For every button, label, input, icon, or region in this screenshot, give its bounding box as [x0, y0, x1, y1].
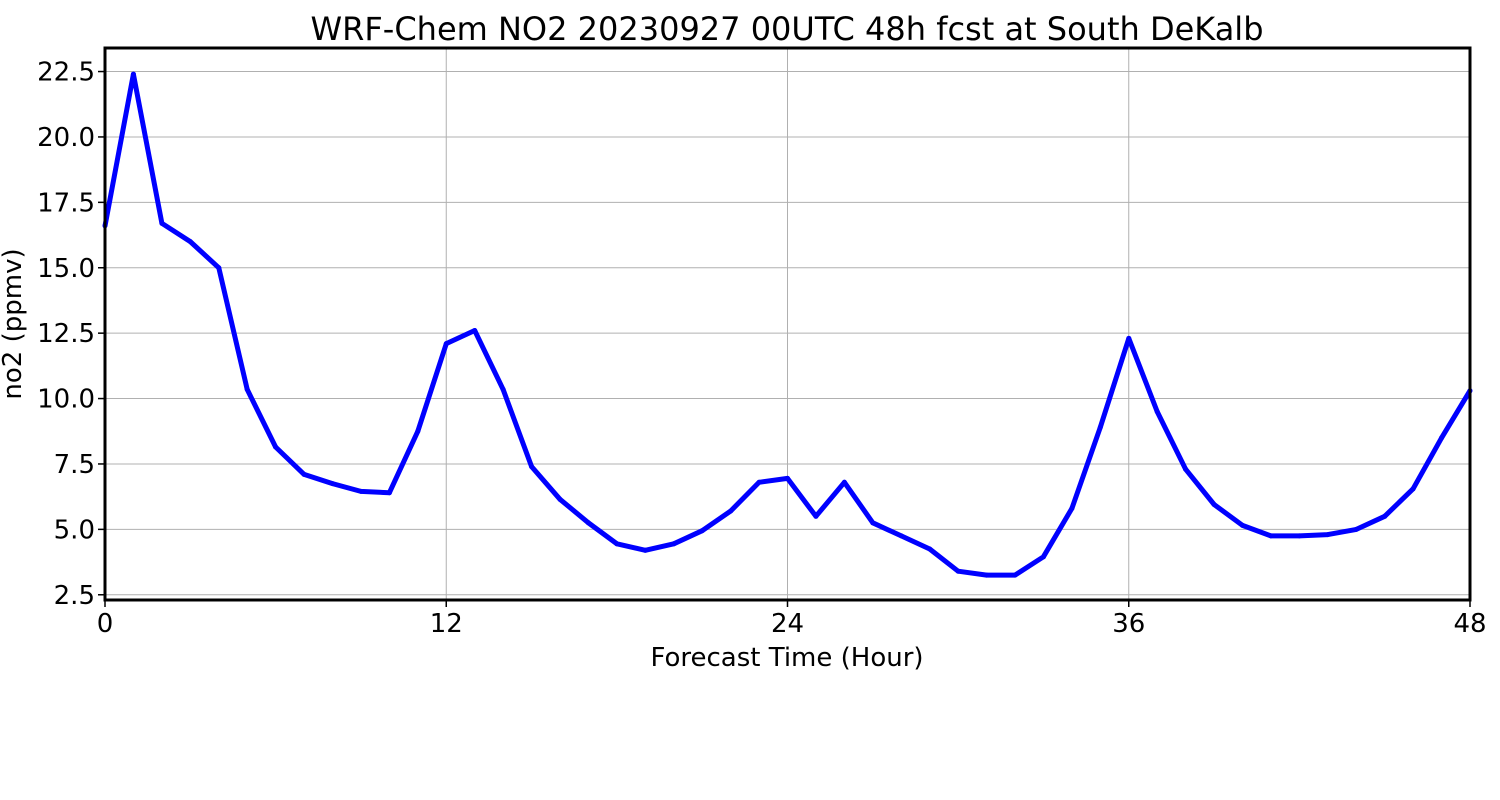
data-point [785, 475, 790, 481]
data-point [1154, 409, 1160, 415]
y-tick-label: 15.0 [37, 254, 95, 284]
data-point [1183, 466, 1189, 472]
data-point [756, 479, 762, 485]
data-point [1353, 526, 1359, 532]
data-point [358, 488, 364, 494]
x-tick-label: 48 [1453, 609, 1486, 639]
y-tick-label: 20.0 [37, 123, 95, 153]
data-point [1012, 572, 1018, 578]
x-tick-label: 12 [430, 609, 463, 639]
data-point [273, 444, 279, 450]
y-tick-label: 17.5 [37, 188, 95, 218]
data-point [841, 479, 847, 485]
y-tick-label: 7.5 [54, 450, 95, 480]
y-axis-label: no2 (ppmv) [0, 248, 28, 399]
data-point [728, 508, 734, 514]
data-point [614, 541, 620, 547]
y-tick-label: 5.0 [54, 515, 95, 545]
chart-title: WRF-Chem NO2 20230927 00UTC 48h fcst at … [311, 10, 1264, 48]
data-point [1410, 486, 1416, 492]
data-point [813, 513, 819, 519]
data-point [330, 481, 335, 487]
data-point [415, 428, 421, 434]
data-point [671, 541, 677, 547]
x-tick-label: 36 [1112, 609, 1145, 639]
data-point [301, 471, 307, 477]
data-point [870, 520, 876, 526]
y-tick-label: 2.5 [54, 581, 95, 611]
data-point [159, 220, 165, 226]
data-point [130, 71, 136, 77]
data-point [386, 490, 392, 496]
y-axis-ticks: 2.5 5.0 7.5 10.0 12.5 15.0 17.5 20.0 22.5 [37, 58, 105, 611]
data-point [1268, 533, 1274, 539]
data-point [187, 239, 193, 245]
x-tick-label: 24 [771, 609, 804, 639]
grid-lines [104, 48, 1471, 600]
y-tick-label: 22.5 [37, 58, 95, 88]
data-point [529, 464, 535, 470]
data-point [642, 547, 648, 553]
data-point [1126, 335, 1132, 341]
data-point [585, 520, 591, 526]
data-point [898, 533, 904, 539]
data-point [443, 341, 449, 347]
data-point [927, 546, 933, 552]
data-point [1296, 533, 1302, 539]
data-point [1439, 435, 1445, 441]
data-point [1382, 513, 1388, 519]
data-point [984, 572, 990, 578]
data-point [1325, 532, 1331, 538]
data-point [216, 265, 222, 271]
data-point [955, 568, 961, 574]
data-point [1097, 424, 1103, 430]
y-tick-label: 10.0 [37, 385, 95, 415]
data-point [699, 528, 705, 534]
data-point [1040, 554, 1046, 560]
data-point [1211, 502, 1217, 507]
data-point [1240, 522, 1245, 528]
x-axis-label: Forecast Time (Hour) [650, 643, 923, 673]
data-point [557, 496, 563, 502]
x-axis-ticks: 0 12 24 36 48 [97, 600, 1487, 639]
data-point [1069, 505, 1075, 511]
x-tick-label: 0 [97, 609, 114, 639]
data-point [244, 386, 250, 392]
data-point [500, 386, 506, 392]
series-layer [102, 71, 1473, 578]
data-point [472, 328, 478, 333]
y-tick-label: 12.5 [37, 319, 95, 349]
